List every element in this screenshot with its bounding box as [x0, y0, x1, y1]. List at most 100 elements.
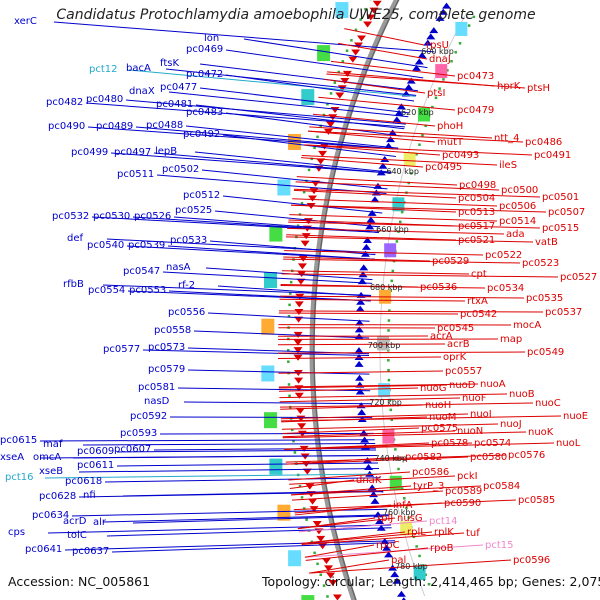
gene-label: pc0495: [425, 162, 462, 173]
label-connector: [122, 490, 384, 497]
cog-color-block: [261, 365, 275, 382]
gene-label: nusG: [397, 513, 423, 524]
tick-mark: [390, 279, 393, 283]
forward-gene-arrow: [412, 64, 422, 71]
forward-gene-arrow: [357, 409, 367, 416]
gene-label: vatB: [535, 237, 558, 248]
gene-label: tyrP_3: [413, 481, 444, 492]
gene-label: pc0575: [421, 423, 458, 434]
gene-label: pc0481: [156, 99, 193, 110]
tick-mark: [316, 562, 319, 566]
forward-gene-arrow: [354, 347, 364, 354]
gene-label: phoH: [437, 121, 463, 132]
cog-color-block: [277, 504, 291, 521]
label-connector: [287, 227, 505, 235]
gene-label: xerC: [14, 16, 37, 27]
reverse-gene-arrow: [318, 543, 328, 550]
label-connector: [309, 559, 512, 574]
forward-gene-arrow: [355, 305, 365, 312]
gene-label: pct14: [429, 516, 458, 527]
reverse-gene-arrow: [366, 14, 376, 21]
gene-label: pc0641: [25, 544, 62, 555]
gene-label: pc0506: [499, 201, 536, 212]
cog-color-block: [377, 336, 390, 351]
label-connector: [309, 559, 390, 574]
label-connector: [286, 456, 469, 465]
forward-gene-arrow: [361, 243, 371, 250]
reverse-gene-arrow: [316, 535, 326, 542]
gene-label: pc0628: [39, 491, 76, 502]
scale-label: 780 kbp: [395, 562, 428, 571]
cog-color-block: [317, 45, 331, 62]
reverse-gene-arrow: [332, 594, 342, 600]
tick-mark: [287, 383, 291, 386]
forward-gene-arrow: [367, 209, 377, 216]
label-connector: [324, 78, 426, 94]
tick-mark: [424, 573, 427, 577]
tick-mark: [427, 582, 431, 586]
gene-label: rplK: [434, 527, 454, 538]
gene-label: pc0469: [186, 44, 223, 55]
gene-label: hprK: [497, 81, 521, 92]
gene-label: nuoJ: [500, 419, 522, 430]
gene-label: nuoG: [420, 383, 447, 394]
gene-label: pct16: [5, 472, 34, 483]
forward-gene-arrow: [354, 353, 364, 360]
cog-color-block: [301, 89, 315, 106]
label-connector: [290, 485, 412, 496]
forward-gene-arrow: [406, 77, 416, 84]
gene-label: pc0533: [170, 235, 207, 246]
label-connector: [291, 490, 444, 501]
tick-mark: [438, 87, 441, 90]
label-connector: [285, 236, 534, 243]
label-connector: [295, 181, 500, 191]
label-connector: [168, 91, 409, 118]
gene-label: pc0558: [154, 325, 191, 336]
label-connector: [326, 73, 526, 89]
label-connector: [308, 130, 524, 143]
gene-label: pc0526: [134, 211, 171, 222]
gene-label: pal: [391, 555, 406, 566]
gene-label: pc0578: [431, 438, 468, 449]
forward-gene-arrow: [426, 33, 436, 40]
tick-mark: [298, 213, 302, 216]
cog-color-block: [413, 566, 426, 581]
tick-mark: [424, 124, 427, 128]
gene-label: pc0512: [183, 190, 220, 201]
forward-gene-arrow: [355, 319, 365, 326]
gene-label: pc0582: [405, 452, 442, 463]
forward-gene-arrow: [442, 2, 452, 9]
reverse-gene-arrow: [301, 233, 311, 240]
gene-label: pc0492: [183, 129, 220, 140]
label-connector: [193, 330, 370, 339]
forward-gene-arrow: [354, 326, 364, 333]
label-connector: [44, 473, 380, 479]
reverse-gene-arrow: [300, 240, 310, 247]
gene-label: pc0521: [458, 235, 495, 246]
label-connector: [278, 343, 446, 346]
forward-gene-arrow: [401, 597, 406, 600]
gene-label: pc0573: [148, 342, 185, 353]
label-connector: [283, 256, 431, 262]
label-connector: [279, 295, 525, 299]
gene-label: pc0513: [458, 207, 495, 218]
tick-mark: [472, 15, 476, 19]
tick-mark: [289, 280, 293, 284]
reverse-gene-arrow: [351, 49, 361, 56]
tick-mark: [326, 595, 329, 598]
label-connector: [312, 113, 436, 127]
tick-mark: [395, 240, 399, 243]
gene-label: tuf: [466, 528, 480, 539]
forward-gene-arrow: [359, 264, 369, 271]
label-connector: [187, 369, 370, 375]
gene-label: nasD: [144, 396, 170, 407]
gene-label: pc0511: [117, 169, 154, 180]
forward-gene-arrow: [375, 518, 385, 525]
scale-label-layer: 600 kbp 620 kbp 640 kbp 660 kbp 680 kbp 700 k…: [368, 47, 454, 571]
tick-mark: [300, 496, 304, 499]
gene-label: pc0497: [114, 147, 151, 158]
gene-label: pc0556: [168, 307, 205, 318]
label-connector: [185, 125, 399, 149]
reverse-gene-arrow: [363, 21, 373, 28]
tick-mark: [326, 102, 329, 106]
